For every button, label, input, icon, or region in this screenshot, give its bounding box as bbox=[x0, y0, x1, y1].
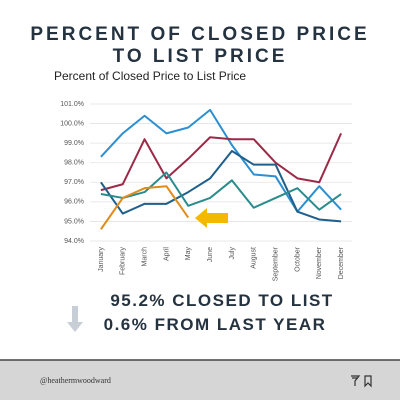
x-tick-label: December bbox=[338, 246, 345, 279]
x-tick-label: November bbox=[316, 246, 323, 279]
down-arrow bbox=[67, 306, 83, 332]
stat: 0.6% FROM LAST YEAR bbox=[104, 315, 327, 334]
y-tick-label: 98.0% bbox=[64, 160, 84, 167]
y-tick-label: 101.0% bbox=[60, 101, 84, 108]
bookmark-icon bbox=[364, 375, 372, 388]
series-line bbox=[100, 171, 342, 211]
series-line bbox=[100, 108, 342, 213]
series-line bbox=[100, 149, 342, 223]
y-tick-label: 95.0% bbox=[64, 218, 84, 225]
x-tick-label: June bbox=[207, 247, 214, 262]
x-tick-label: October bbox=[294, 246, 301, 272]
arrow bbox=[195, 208, 228, 228]
y-tick-label: 96.0% bbox=[64, 199, 84, 206]
y-tick-label: 94.0% bbox=[64, 238, 84, 245]
series-line bbox=[100, 185, 190, 230]
filter-icon bbox=[351, 375, 361, 386]
x-tick-label: February bbox=[120, 247, 127, 276]
x-tick-label: July bbox=[229, 247, 236, 260]
x-tick-label: January bbox=[98, 247, 105, 272]
footer bbox=[0, 360, 400, 400]
x-tick-label: August bbox=[251, 247, 258, 269]
x-tick-label: September bbox=[272, 246, 279, 281]
x-tick-label: March bbox=[141, 247, 148, 267]
x-tick-label: May bbox=[185, 247, 192, 261]
series-line bbox=[100, 132, 342, 192]
x-tick-label: April bbox=[163, 247, 170, 261]
y-tick-label: 99.0% bbox=[64, 140, 84, 147]
stat: 95.2% CLOSED TO LIST bbox=[110, 291, 333, 310]
y-tick-label: 97.0% bbox=[64, 179, 84, 186]
headline: PERCENT OF CLOSED PRICE bbox=[30, 24, 369, 45]
headline: TO LIST PRICE bbox=[113, 46, 288, 67]
handle: @heathermwoodward bbox=[40, 376, 111, 385]
y-tick-label: 100.0% bbox=[60, 120, 84, 127]
chart-title: Percent of Closed Price to List Price bbox=[54, 69, 246, 83]
